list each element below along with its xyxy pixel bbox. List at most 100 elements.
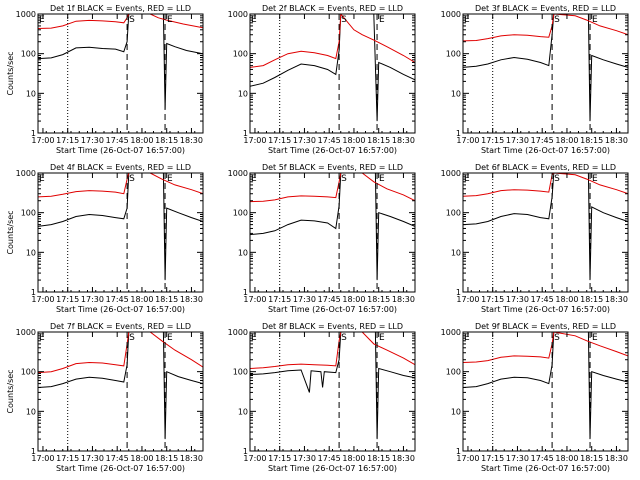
marker-label: S	[341, 15, 347, 25]
corner-label: E	[251, 174, 257, 184]
plot-frame	[37, 13, 204, 134]
y-tick-label: 100	[233, 209, 248, 218]
panel-det-5: Det 5f BLACK = Events, RED = LLD S E E 1 10 10…	[228, 163, 416, 314]
x-axis-label: Start Time (26-Oct-07 16:57:00)	[481, 464, 610, 473]
panel-title: Det 9f BLACK = Events, RED = LLD	[475, 322, 616, 331]
x-tick-label: 18:30	[392, 454, 415, 463]
series-events-line	[463, 332, 628, 440]
y-tick-label: 100	[446, 50, 461, 59]
x-axis-label: Start Time (26-Oct-07 16:57:00)	[56, 464, 185, 473]
x-tick-label: 17:00	[243, 454, 266, 463]
panel-title: Det 6f BLACK = Events, RED = LLD	[475, 163, 616, 172]
series-events-line	[38, 173, 203, 281]
x-tick-label: 17:15	[268, 454, 291, 463]
series-lld-line	[38, 173, 203, 198]
x-tick-label: 17:00	[31, 295, 54, 304]
x-tick-label: 18:15	[367, 454, 390, 463]
x-tick-label: 17:15	[56, 454, 79, 463]
x-tick-label: 18:00	[555, 454, 578, 463]
panel-title: Det 8f BLACK = Events, RED = LLD	[262, 322, 403, 331]
y-axis-label: Counts/sec	[6, 51, 15, 95]
panel-det-8: Det 8f BLACK = Events, RED = LLD S E E 1 10 10…	[228, 322, 416, 473]
y-tick-label: 1000	[228, 328, 248, 337]
panel-det-2: Det 2f BLACK = Events, RED = LLD S E E 1 10 10…	[228, 4, 416, 155]
y-tick-label: 10	[238, 407, 248, 416]
plot-frame	[462, 331, 629, 452]
x-tick-label: 17:30	[506, 295, 529, 304]
x-tick-label: 18:00	[342, 295, 365, 304]
marker-label: S	[129, 174, 135, 184]
series-events-line	[250, 14, 415, 122]
x-tick-label: 18:00	[555, 295, 578, 304]
x-tick-label: 17:00	[456, 136, 479, 145]
x-tick-label: 17:15	[481, 454, 504, 463]
y-tick-label: 10	[26, 407, 36, 416]
series-lld-line	[463, 14, 628, 42]
x-tick-label: 17:15	[268, 295, 291, 304]
x-axis-label: Start Time (26-Oct-07 16:57:00)	[268, 305, 397, 314]
x-tick-label: 18:30	[392, 295, 415, 304]
marker-label: S	[129, 333, 135, 343]
plot-frame	[37, 172, 204, 293]
marker-label: S	[341, 174, 347, 184]
x-tick-label: 18:00	[130, 454, 153, 463]
x-tick-label: 17:00	[31, 454, 54, 463]
x-tick-label: 18:15	[367, 295, 390, 304]
y-axis-label: Counts/sec	[6, 369, 15, 413]
marker-label: S	[341, 333, 347, 343]
x-axis-label: Start Time (26-Oct-07 16:57:00)	[268, 464, 397, 473]
y-tick-label: 1	[456, 447, 461, 456]
x-tick-label: 17:30	[81, 295, 104, 304]
x-tick-label: 18:00	[342, 454, 365, 463]
plot-frame	[462, 172, 629, 293]
series-lld-line	[38, 14, 203, 29]
y-tick-label: 1000	[228, 10, 248, 19]
y-tick-label: 10	[451, 248, 461, 257]
x-tick-label: 18:15	[155, 136, 178, 145]
y-tick-label: 1	[456, 129, 461, 138]
x-tick-label: 18:30	[180, 295, 203, 304]
marker-label: E	[167, 174, 173, 184]
marker-label: E	[592, 333, 598, 343]
plot-frame	[249, 172, 416, 293]
y-tick-label: 1000	[441, 328, 461, 337]
y-tick-label: 1000	[16, 328, 36, 337]
series-lld-line	[250, 332, 415, 369]
panel-det-6: Det 6f BLACK = Events, RED = LLD S E E 1 10 10…	[441, 163, 629, 314]
marker-label: E	[379, 174, 385, 184]
x-tick-label: 17:30	[506, 454, 529, 463]
marker-label: S	[554, 333, 560, 343]
x-tick-label: 18:15	[580, 295, 603, 304]
x-tick-label: 17:45	[106, 454, 129, 463]
y-tick-label: 10	[26, 89, 36, 98]
x-tick-label: 17:45	[531, 136, 554, 145]
panel-det-4: Det 4f BLACK = Events, RED = LLD S E E 1 10 10…	[6, 163, 204, 314]
series-lld-line	[250, 173, 415, 203]
panel-title: Det 1f BLACK = Events, RED = LLD	[50, 4, 191, 13]
y-tick-label: 1000	[16, 10, 36, 19]
y-tick-label: 1	[243, 129, 248, 138]
x-tick-label: 18:00	[130, 295, 153, 304]
x-tick-label: 17:00	[456, 295, 479, 304]
x-tick-label: 17:15	[268, 136, 291, 145]
corner-label: E	[464, 15, 470, 25]
marker-label: S	[554, 174, 560, 184]
series-events-line	[463, 173, 628, 281]
y-tick-label: 10	[451, 407, 461, 416]
series-events-line	[250, 173, 415, 281]
series-events-line	[463, 14, 628, 122]
y-tick-label: 100	[233, 50, 248, 59]
x-tick-label: 17:15	[481, 136, 504, 145]
marker-label: S	[554, 15, 560, 25]
y-tick-label: 100	[21, 50, 36, 59]
x-tick-label: 18:30	[180, 136, 203, 145]
x-tick-label: 17:15	[56, 295, 79, 304]
panel-det-9: Det 9f BLACK = Events, RED = LLD S E E 1 10 10…	[441, 322, 629, 473]
corner-label: E	[251, 333, 257, 343]
series-lld-line	[463, 332, 628, 363]
x-tick-label: 17:00	[31, 136, 54, 145]
y-tick-label: 1000	[228, 169, 248, 178]
x-tick-label: 17:15	[56, 136, 79, 145]
y-tick-label: 1	[243, 288, 248, 297]
x-axis-label: Start Time (26-Oct-07 16:57:00)	[481, 305, 610, 314]
